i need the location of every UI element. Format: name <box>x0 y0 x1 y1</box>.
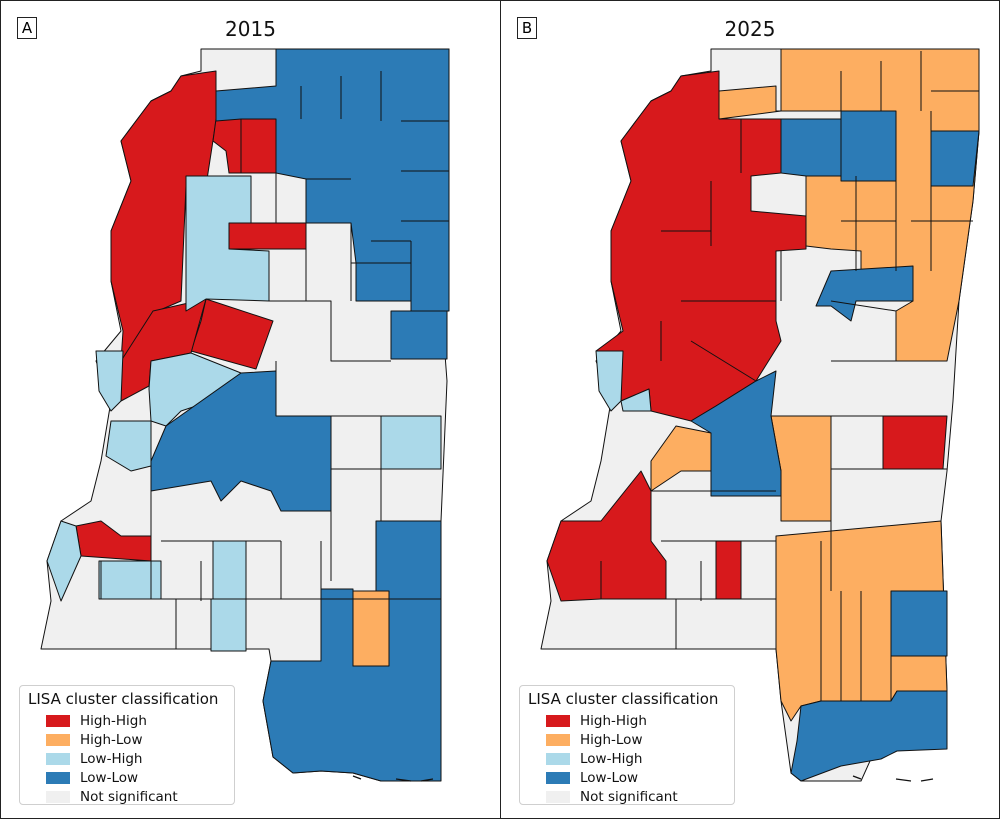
legend-item-low-high: Low-High <box>26 749 228 768</box>
county-ll-coast <box>790 690 948 782</box>
legend-swatch <box>46 752 70 765</box>
county-ll-center <box>690 370 782 497</box>
county-hh-east <box>882 415 948 470</box>
legend-label: Low-Low <box>580 769 639 786</box>
legend-a: LISA cluster classification High-High Hi… <box>19 685 235 805</box>
legend-swatch <box>46 771 70 784</box>
legend-swatch <box>546 714 570 727</box>
county-lh-2 <box>148 352 242 427</box>
county-ll-center <box>150 370 332 512</box>
map-2015 <box>40 48 450 782</box>
panel-b-letter: B <box>517 17 537 39</box>
county-lh-9 <box>380 415 442 470</box>
county-ll-n2 <box>840 110 897 182</box>
county-lh-8 <box>210 598 247 652</box>
legend-item-high-high: High-High <box>526 711 728 730</box>
county-ll-mid <box>815 265 914 322</box>
legend-swatch <box>46 714 70 727</box>
legend-swatch <box>546 733 570 746</box>
coastline <box>852 775 934 782</box>
legend-label: Low-High <box>580 750 643 767</box>
legend-swatch <box>46 733 70 746</box>
county-lh-1 <box>185 175 270 312</box>
county-lh-7 <box>212 540 247 600</box>
county-borders <box>600 51 979 701</box>
legend-label: Not significant <box>80 788 178 805</box>
county-hl-ne <box>718 48 980 362</box>
legend-label: High-Low <box>580 731 643 748</box>
legend-title: LISA cluster classification <box>28 690 219 708</box>
legend-swatch <box>46 790 70 803</box>
legend-swatch <box>546 752 570 765</box>
county-ll-n3 <box>930 130 980 187</box>
legend-item-low-high: Low-High <box>526 749 728 768</box>
legend-label: Low-High <box>80 750 143 767</box>
legend-label: Low-Low <box>80 769 139 786</box>
legend-item-low-low: Low-Low <box>526 768 728 787</box>
legend-label: High-High <box>80 712 147 729</box>
county-hl-1 <box>352 590 390 667</box>
county-ll-n1 <box>780 118 842 177</box>
panel-b-title: 2025 <box>724 17 776 41</box>
county-ll-se1 <box>890 590 948 657</box>
county-lh-w2 <box>620 388 652 412</box>
legend-item-high-low: High-Low <box>526 730 728 749</box>
legend-item-high-low: High-Low <box>26 730 228 749</box>
county-lh-w <box>595 350 624 412</box>
map-2025 <box>540 48 980 782</box>
panel-a-letter: A <box>17 17 37 39</box>
county-lh-6 <box>98 560 162 600</box>
legend-item-high-high: High-High <box>26 711 228 730</box>
legend-item-low-low: Low-Low <box>26 768 228 787</box>
legend-swatch <box>546 790 570 803</box>
panel-a-title: 2015 <box>225 17 276 41</box>
county-ll-east <box>390 310 448 360</box>
legend-item-not-significant: Not significant <box>526 787 728 806</box>
county-hh-mid <box>228 222 307 250</box>
legend-swatch <box>546 771 570 784</box>
legend-label: High-Low <box>80 731 143 748</box>
panel-a: A 2015 LISA cluster classification High-… <box>0 0 501 819</box>
legend-label: High-High <box>580 712 647 729</box>
legend-title: LISA cluster classification <box>528 690 719 708</box>
county-lh-3 <box>95 350 124 412</box>
county-lh-5 <box>46 520 82 602</box>
county-hh-s <box>715 540 742 600</box>
coastline <box>352 775 434 782</box>
legend-b: LISA cluster classification High-High Hi… <box>519 685 735 805</box>
county-hh-sw <box>546 470 667 602</box>
county-hh-center <box>190 298 274 370</box>
legend-label: Not significant <box>580 788 678 805</box>
county-borders <box>100 71 449 661</box>
panel-b: B 2025 LISA cluster classification High-… <box>500 0 1000 819</box>
legend-item-not-significant: Not significant <box>26 787 228 806</box>
